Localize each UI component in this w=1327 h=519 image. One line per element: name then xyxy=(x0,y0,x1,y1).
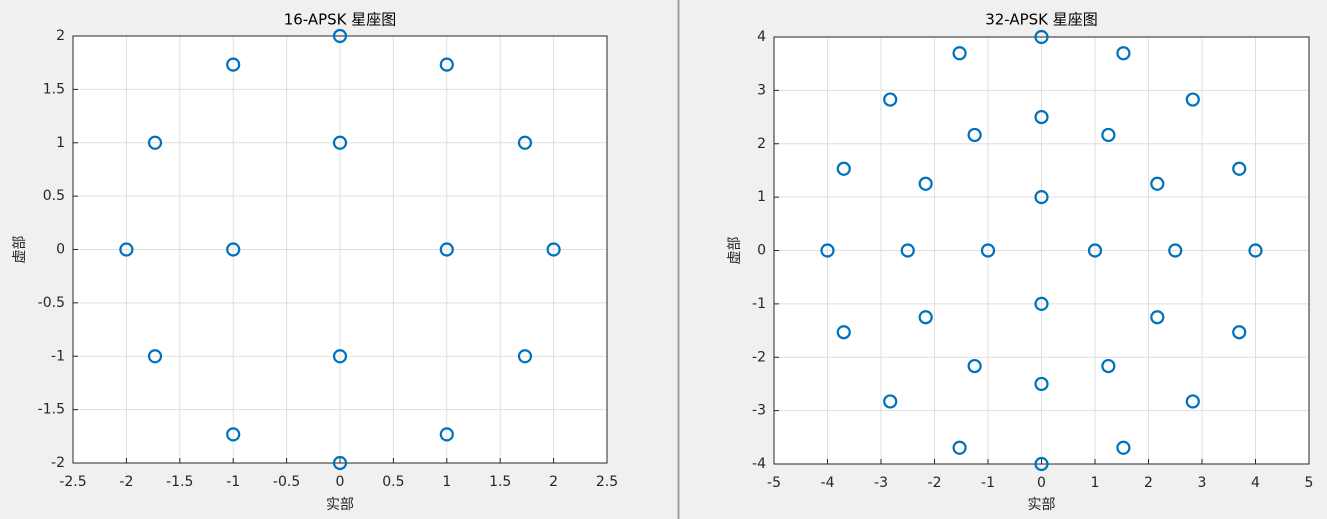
data-point xyxy=(439,57,454,72)
x-tick-label: 3 xyxy=(1198,475,1207,491)
x-tick-label: -0.5 xyxy=(273,474,300,490)
data-point xyxy=(1232,325,1247,340)
x-tick-label: 4 xyxy=(1251,475,1260,491)
x-tick-label: -1 xyxy=(981,475,995,491)
y-tick-label: -1.5 xyxy=(38,402,65,418)
data-point xyxy=(1168,243,1183,258)
data-point xyxy=(226,242,241,257)
data-point xyxy=(836,325,851,340)
data-point xyxy=(1034,376,1049,392)
y-tick-label: 0.5 xyxy=(43,188,65,204)
data-point xyxy=(900,243,915,258)
x-tick-label: 5 xyxy=(1305,475,1314,491)
x-tick-label: 0 xyxy=(1037,475,1046,491)
y-tick-label: 0 xyxy=(757,243,766,259)
x-tick-label: -1.5 xyxy=(166,474,193,490)
data-point xyxy=(332,28,348,44)
y-tick-label: -3 xyxy=(752,403,766,419)
data-point xyxy=(1034,456,1049,472)
y-tick-label: 2 xyxy=(757,136,766,152)
data-point xyxy=(1185,394,1200,409)
data-point xyxy=(1150,310,1165,325)
data-point xyxy=(836,161,851,176)
data-point xyxy=(546,242,561,257)
data-point xyxy=(517,349,533,364)
data-point xyxy=(980,243,996,258)
data-point xyxy=(1248,243,1263,258)
y-axis-label: 虚部 xyxy=(727,237,743,265)
y-tick-label: -1 xyxy=(752,296,766,312)
x-tick-label: 1 xyxy=(442,474,451,490)
x-tick-label: 2 xyxy=(549,474,558,490)
x-axis-label: 实部 xyxy=(326,497,354,513)
chart-title: 16-APSK 星座图 xyxy=(284,11,397,29)
data-point xyxy=(1034,109,1049,125)
x-tick-label: 1.5 xyxy=(489,474,511,490)
y-tick-label: 4 xyxy=(757,29,766,45)
y-tick-label: 1.5 xyxy=(43,81,65,97)
x-tick-label: -3 xyxy=(874,475,888,491)
data-point xyxy=(439,427,454,442)
data-point xyxy=(1150,176,1165,191)
y-tick-label: -1 xyxy=(51,348,65,364)
data-point xyxy=(967,127,982,143)
x-tick-label: 1 xyxy=(1091,475,1100,491)
chart-title: 32-APSK 星座图 xyxy=(985,11,1098,29)
data-point xyxy=(952,440,967,455)
y-tick-label: -0.5 xyxy=(38,295,65,311)
y-tick-label: -2 xyxy=(51,455,65,471)
data-point xyxy=(147,135,163,150)
data-point xyxy=(332,349,348,364)
data-point xyxy=(1087,243,1103,258)
data-point xyxy=(226,427,241,442)
data-point xyxy=(918,176,933,191)
x-axis-label: 实部 xyxy=(1028,497,1056,513)
x-tick-label: -4 xyxy=(821,475,835,491)
data-point xyxy=(1116,46,1131,61)
y-tick-label: 1 xyxy=(757,189,766,205)
data-point xyxy=(332,455,348,471)
data-point xyxy=(820,243,835,258)
x-tick-label: 0 xyxy=(336,474,345,490)
x-tick-label: 0.5 xyxy=(382,474,404,490)
y-tick-label: 1 xyxy=(56,135,65,151)
axes-box xyxy=(72,35,608,464)
data-point xyxy=(918,310,933,325)
x-tick-label: -1 xyxy=(226,474,240,490)
data-point xyxy=(952,46,967,61)
data-point xyxy=(332,135,348,150)
data-point xyxy=(1101,127,1116,143)
data-point xyxy=(1034,29,1049,45)
data-point xyxy=(1101,358,1116,374)
x-tick-label: -2.5 xyxy=(59,474,86,490)
y-tick-label: -4 xyxy=(752,456,766,472)
data-point xyxy=(1034,190,1049,205)
data-point xyxy=(147,349,163,364)
data-point xyxy=(967,358,982,374)
data-point xyxy=(517,135,533,150)
x-tick-label: -5 xyxy=(767,475,781,491)
x-tick-label: -2 xyxy=(119,474,133,490)
y-tick-label: 2 xyxy=(56,28,65,44)
data-point xyxy=(1185,92,1200,107)
data-point xyxy=(119,242,134,257)
data-point xyxy=(1034,296,1049,311)
data-point xyxy=(1116,440,1131,455)
x-tick-label: 2.5 xyxy=(596,474,618,490)
y-tick-label: -2 xyxy=(752,349,766,365)
y-tick-label: 3 xyxy=(757,82,766,98)
y-axis-label: 虚部 xyxy=(12,236,28,264)
data-point xyxy=(439,242,454,257)
x-tick-label: -2 xyxy=(928,475,942,491)
data-point xyxy=(226,57,241,72)
y-tick-label: 0 xyxy=(56,242,65,258)
data-point xyxy=(883,92,898,107)
data-point xyxy=(1232,161,1247,176)
axes-box xyxy=(773,36,1310,465)
data-point xyxy=(883,394,898,409)
x-tick-label: 2 xyxy=(1144,475,1153,491)
